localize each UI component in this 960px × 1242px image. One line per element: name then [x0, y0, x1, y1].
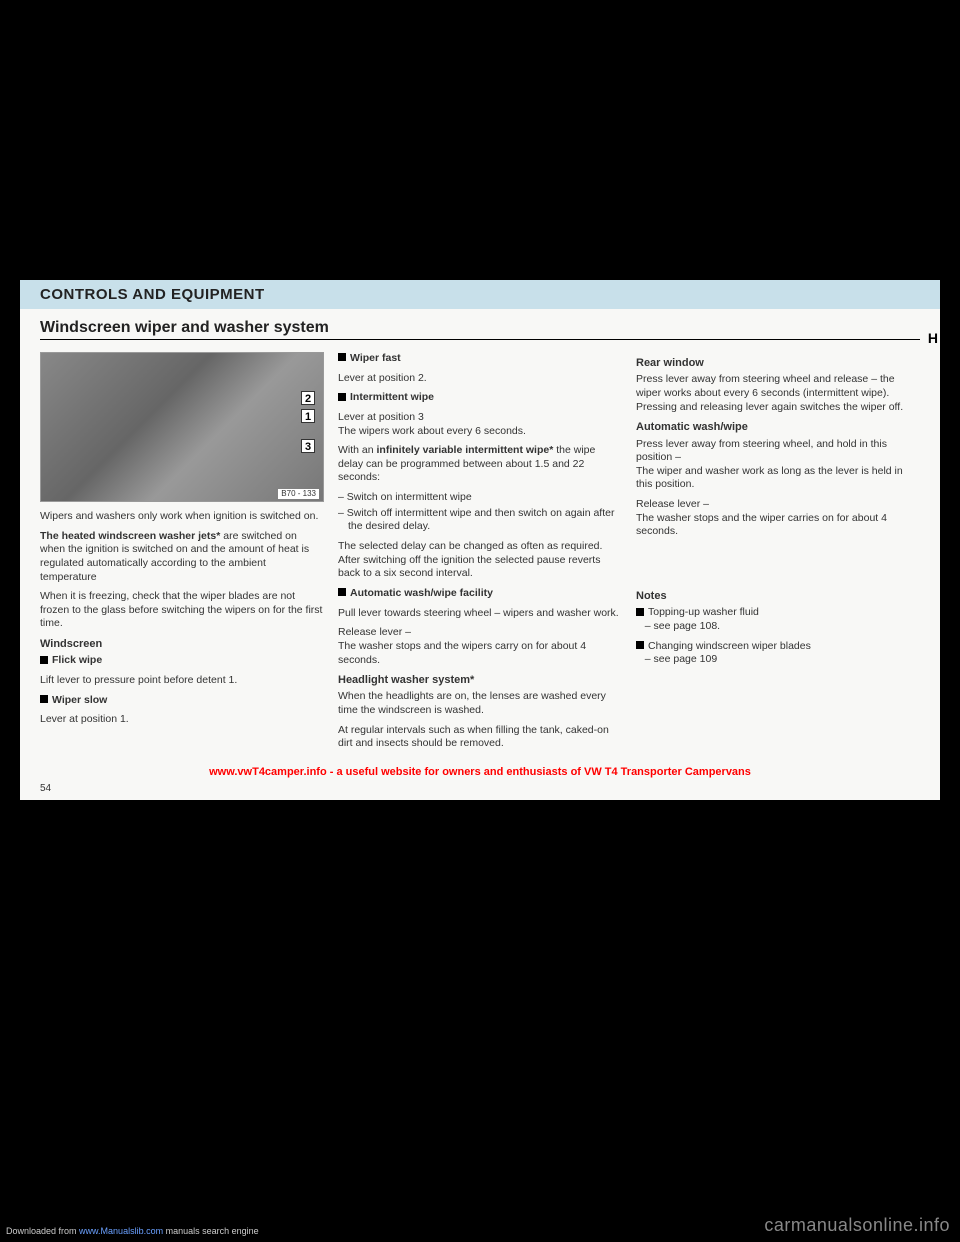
sub-heading: Windscreen [40, 637, 324, 651]
bullet-heading: Automatic wash/wipe facility [338, 587, 622, 601]
square-bullet-icon [636, 641, 644, 649]
body-text: With an infinitely variable intermittent… [338, 444, 622, 485]
content-columns: 2 1 3 B70 - 133 Wipers and washers only … [20, 344, 940, 757]
note-item: Topping-up washer fluid – see page 108. [636, 606, 920, 633]
column-1: 2 1 3 B70 - 133 Wipers and washers only … [40, 352, 324, 757]
bullet-heading: Intermittent wipe [338, 391, 622, 405]
section-title: Windscreen wiper and washer system [40, 319, 920, 340]
column-3: Rear window Press lever away from steeri… [636, 352, 920, 757]
wiper-lever-figure: 2 1 3 B70 - 133 [40, 352, 324, 502]
square-bullet-icon [40, 695, 48, 703]
square-bullet-icon [40, 656, 48, 664]
body-text: Release lever –The washer stops and the … [338, 626, 622, 667]
square-bullet-icon [338, 393, 346, 401]
bullet-heading: Flick wipe [40, 654, 324, 668]
body-text: Release lever –The washer stops and the … [636, 498, 920, 539]
body-text: When it is freezing, check that the wipe… [40, 590, 324, 631]
body-text: Wipers and washers only work when igniti… [40, 510, 324, 524]
list-item: Switch on intermittent wipe [338, 491, 622, 505]
download-credit: Downloaded from www.Manualslib.com manua… [6, 1226, 259, 1236]
body-text: Lever at position 3The wipers work about… [338, 411, 622, 438]
bullet-heading: Wiper fast [338, 352, 622, 366]
list-item: Switch off intermittent wipe and then sw… [338, 507, 622, 534]
figure-callout-3: 3 [301, 439, 315, 453]
note-item: Changing windscreen wiper blades – see p… [636, 640, 920, 667]
sub-heading: Notes [636, 589, 920, 603]
chapter-header: CONTROLS AND EQUIPMENT [20, 280, 940, 309]
square-bullet-icon [636, 608, 644, 616]
body-text: Lever at position 1. [40, 713, 324, 727]
body-text: The heated windscreen washer jets* are s… [40, 530, 324, 585]
body-text: Press lever away from steering wheel, an… [636, 438, 920, 493]
bullet-heading: Wiper slow [40, 694, 324, 708]
sub-heading: Automatic wash/wipe [636, 420, 920, 434]
figure-code: B70 - 133 [278, 489, 319, 499]
overlay-website-text: www.vwT4camper.info - a useful website f… [20, 766, 940, 778]
sub-heading: Headlight washer system* [338, 673, 622, 687]
sub-heading: Rear window [636, 356, 920, 370]
square-bullet-icon [338, 588, 346, 596]
site-watermark: carmanualsonline.info [764, 1215, 950, 1236]
manualslib-link[interactable]: www.Manualslib.com [79, 1226, 163, 1236]
column-2: Wiper fast Lever at position 2. Intermit… [338, 352, 622, 757]
figure-callout-2: 2 [301, 391, 315, 405]
body-text: Press lever away from steering wheel and… [636, 373, 920, 414]
body-text: At regular intervals such as when fillin… [338, 724, 622, 751]
page-number: 54 [40, 783, 51, 794]
figure-callout-1: 1 [301, 409, 315, 423]
body-text: Lift lever to pressure point before dete… [40, 674, 324, 688]
dash-list: Switch on intermittent wipe Switch off i… [338, 491, 622, 534]
body-text: When the headlights are on, the lenses a… [338, 690, 622, 717]
manual-page: CONTROLS AND EQUIPMENT Windscreen wiper … [20, 280, 940, 800]
body-text: The selected delay can be changed as oft… [338, 540, 622, 581]
body-text: Lever at position 2. [338, 372, 622, 386]
next-page-cut-letter: H [928, 330, 938, 346]
square-bullet-icon [338, 353, 346, 361]
body-text: Pull lever towards steering wheel – wipe… [338, 607, 622, 621]
